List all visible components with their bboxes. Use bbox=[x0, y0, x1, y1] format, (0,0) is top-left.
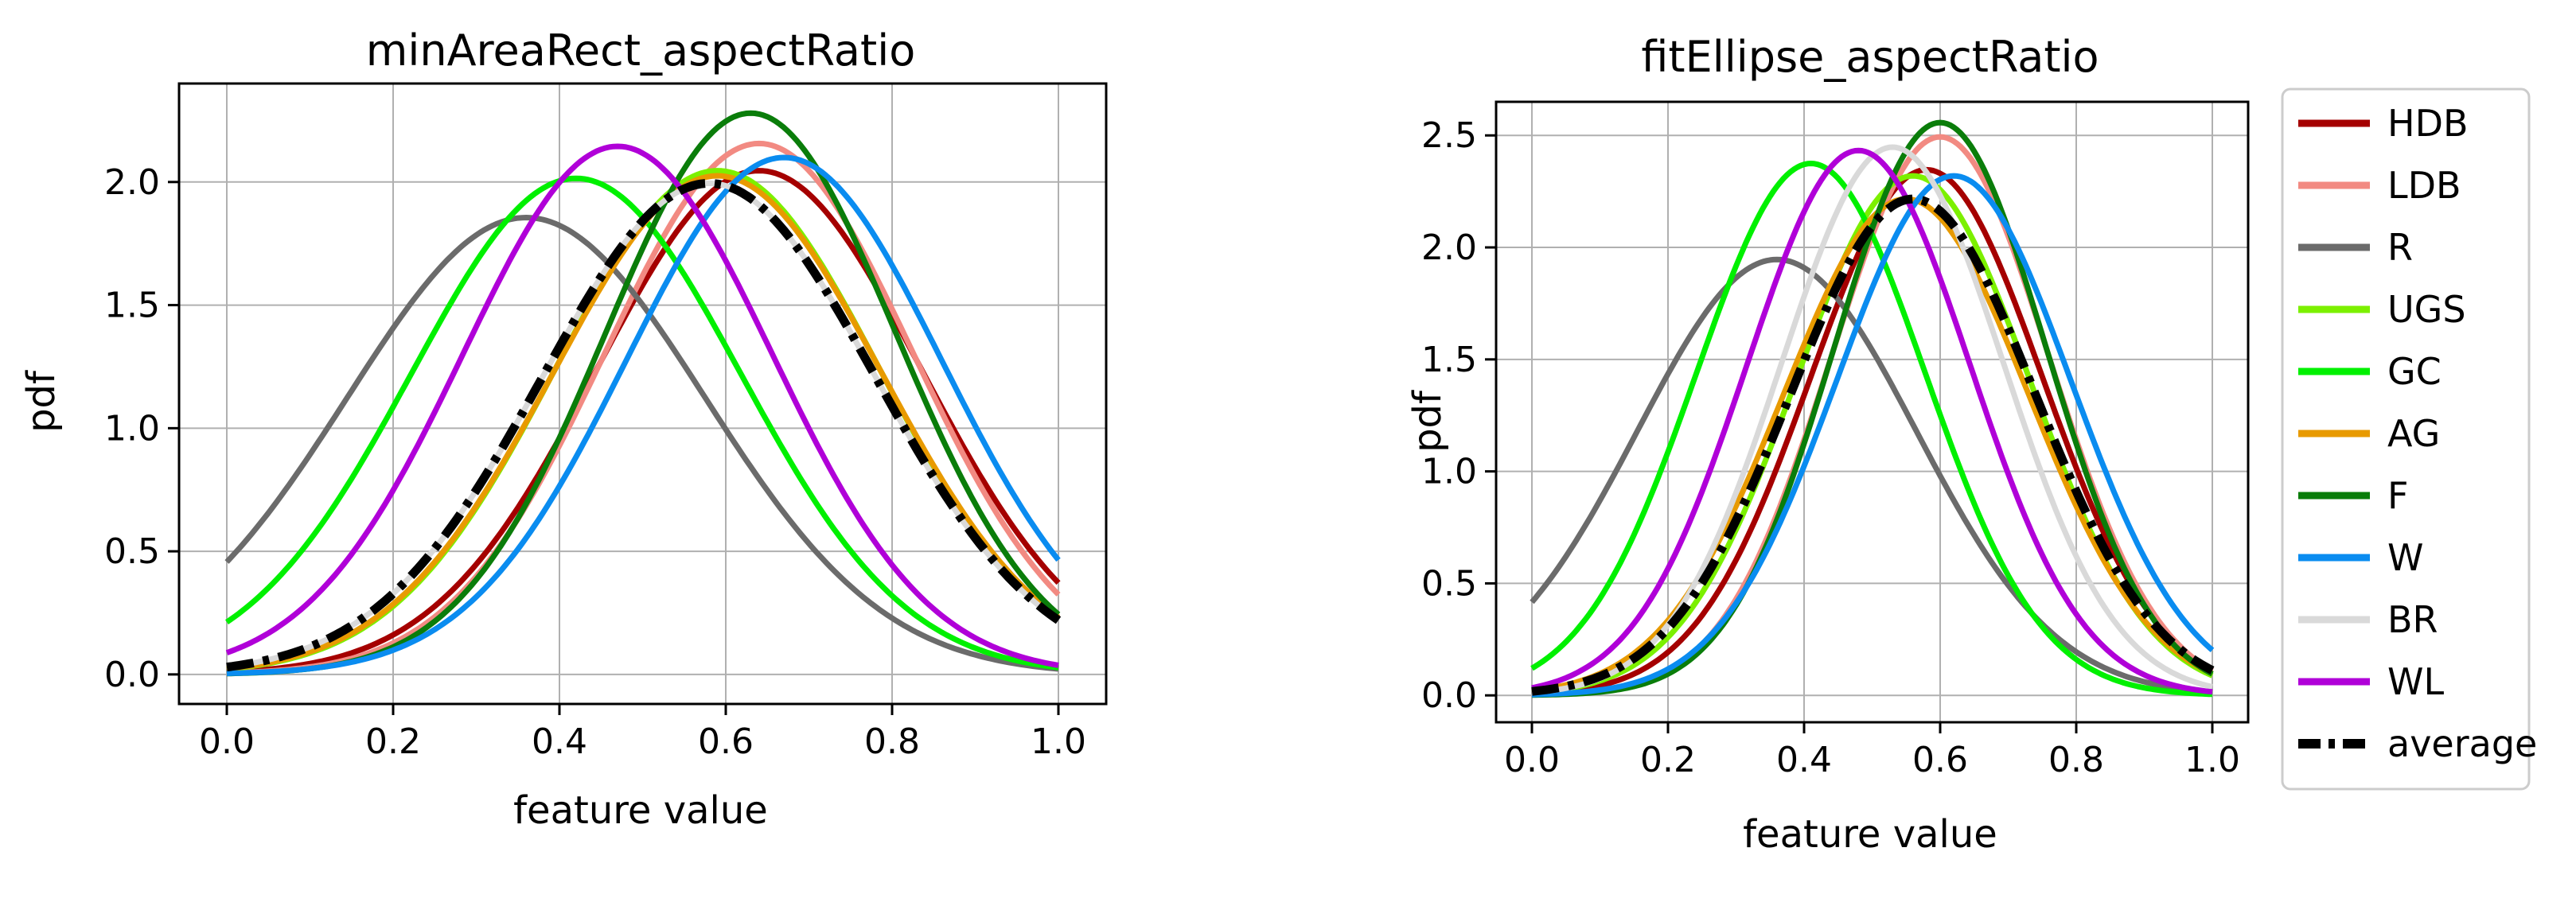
y-tick-label: 2.0 bbox=[1421, 227, 1477, 268]
legend-label-gc: GC bbox=[2387, 350, 2442, 393]
grid bbox=[179, 84, 1106, 704]
x-tick-label: 0.0 bbox=[1504, 740, 1560, 780]
legend-label-f: F bbox=[2387, 474, 2408, 517]
y-axis-label: pdf bbox=[19, 370, 64, 433]
x-tick-label: 0.8 bbox=[864, 721, 920, 762]
legend-label-br: BR bbox=[2387, 598, 2438, 641]
x-tick-label: 0.0 bbox=[199, 721, 255, 762]
plot-frame bbox=[1495, 100, 2250, 724]
series-line-average bbox=[226, 178, 1062, 672]
series-line-wl bbox=[1531, 147, 2213, 695]
legend-label-average: average bbox=[2387, 722, 2537, 765]
chart-title: fitEllipse_aspectRatio bbox=[1641, 32, 2099, 82]
x-tick-label: 0.2 bbox=[1640, 740, 1696, 780]
y-tick-label: 1.0 bbox=[1421, 452, 1477, 492]
chart-fitellipse: fitEllipse_aspectRatio feature value pdf… bbox=[1405, 32, 2250, 857]
series-line-r bbox=[224, 215, 1059, 672]
x-tick-label: 1.0 bbox=[2184, 740, 2240, 780]
plot-frame bbox=[177, 82, 1108, 706]
y-tick-label: 1.0 bbox=[104, 408, 160, 449]
y-tick-label: 2.5 bbox=[1421, 115, 1477, 156]
x-axis-label: feature value bbox=[513, 788, 768, 833]
legend-label-w: W bbox=[2387, 536, 2423, 579]
series-line-average bbox=[1530, 194, 2215, 696]
plot-area bbox=[224, 110, 1062, 677]
y-tick-label: 0.0 bbox=[104, 655, 160, 695]
legend-label-ugs: UGS bbox=[2387, 288, 2466, 331]
legend-label-ag: AG bbox=[2387, 412, 2440, 455]
series-line-r bbox=[1530, 256, 2213, 695]
series-line-w bbox=[1531, 173, 2215, 698]
legend-label-r: R bbox=[2387, 226, 2413, 269]
x-tick-label: 0.8 bbox=[2048, 740, 2104, 780]
series-line-wl bbox=[225, 143, 1059, 668]
legend: HDB LDB R UGS GC AG FW BR WL average bbox=[2281, 87, 2537, 791]
y-tick-label: 0.5 bbox=[104, 531, 160, 572]
legend-label-hdb: HDB bbox=[2387, 102, 2469, 145]
legend-label-ldb: LDB bbox=[2387, 164, 2461, 207]
series-line-w bbox=[226, 154, 1061, 677]
legend-items: HDB LDB R UGS GC AG FW BR WL average bbox=[2298, 102, 2537, 765]
ticks: 0.0 0.2 0.4 0.6 0.8 1.0 0.0 0.5 1.0 1.5 2.0 bbox=[104, 162, 1086, 762]
x-tick-label: 0.4 bbox=[532, 721, 587, 762]
y-tick-label: 2.0 bbox=[104, 162, 160, 203]
series-line-ag bbox=[1531, 196, 2214, 694]
plot-area bbox=[1530, 119, 2215, 698]
chart-minarearect: minAreaRect_aspectRatio feature value pd… bbox=[19, 25, 1108, 833]
grid bbox=[1496, 102, 2248, 722]
y-axis-label: pdf bbox=[1405, 390, 1450, 453]
x-tick-label: 1.0 bbox=[1031, 721, 1086, 762]
legend-box bbox=[2281, 87, 2531, 791]
y-tick-label: 0.0 bbox=[1421, 675, 1477, 716]
x-tick-label: 0.4 bbox=[1776, 740, 1832, 780]
x-tick-label: 0.6 bbox=[698, 721, 754, 762]
legend-label-wl: WL bbox=[2387, 660, 2444, 703]
x-axis-label: feature value bbox=[1743, 812, 1997, 857]
ticks: 0.0 0.2 0.4 0.6 0.8 1.0 0.0 0.5 1.0 1.5 2.0 2.5 bbox=[1421, 115, 2240, 780]
y-tick-label: 1.5 bbox=[104, 286, 160, 326]
y-tick-label: 1.5 bbox=[1421, 340, 1477, 380]
chart-title: minAreaRect_aspectRatio bbox=[366, 25, 916, 76]
series-line-ldb bbox=[226, 140, 1061, 676]
x-tick-label: 0.2 bbox=[365, 721, 421, 762]
y-tick-label: 0.5 bbox=[1421, 563, 1477, 604]
x-tick-label: 0.6 bbox=[1912, 740, 1968, 780]
